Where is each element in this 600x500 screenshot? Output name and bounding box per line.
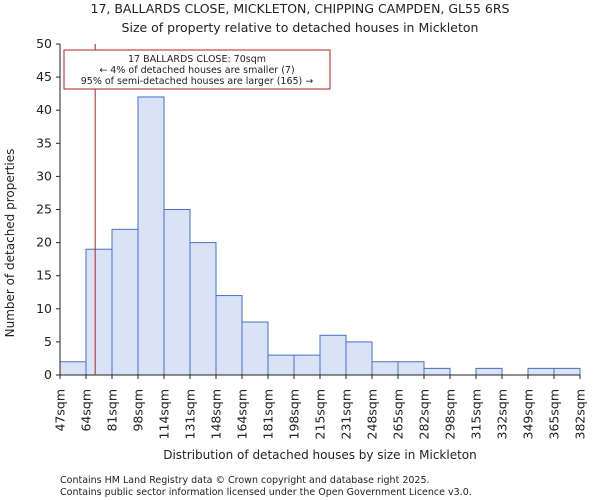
x-tick-label-332sqm: 332sqm: [495, 389, 510, 439]
x-tick-label-265sqm: 265sqm: [391, 389, 406, 439]
bar-215sqm: [319, 334, 347, 376]
y-axis-label: Number of detached properties: [3, 149, 17, 338]
bar-181sqm: [267, 354, 295, 376]
x-tick-label-298sqm: 298sqm: [443, 389, 458, 439]
bar-114sqm: [163, 209, 191, 376]
x-tick-label-349sqm: 349sqm: [521, 389, 536, 439]
annotation-line-3: 95% of semi-detached houses are larger (…: [81, 76, 314, 87]
chart-subtitle: Size of property relative to detached ho…: [122, 20, 479, 35]
x-tick-label-382sqm: 382sqm: [573, 389, 588, 439]
x-tick-label-164sqm: 164sqm: [235, 389, 250, 439]
bar-148sqm: [215, 295, 243, 376]
bar-198sqm: [293, 354, 321, 376]
plot-area: 0 5 10 15 20 25 30 35 40 45 50 47sqm 64sqm 81sqm 98sqm…: [36, 36, 587, 439]
y-tick-label-20: 20: [36, 235, 52, 250]
bar-349sqm: [527, 367, 555, 376]
chart-title: 17, BALLARDS CLOSE, MICKLETON, CHIPPING …: [91, 1, 510, 16]
annotation-line-2: ← 4% of detached houses are smaller (7): [99, 65, 294, 76]
x-tick-label-114sqm: 114sqm: [157, 389, 172, 439]
x-axis-label: Distribution of detached houses by size …: [163, 448, 477, 462]
annotation-line-1: 17 BALLARDS CLOSE: 70sqm: [128, 54, 266, 65]
x-tick-label-215sqm: 215sqm: [313, 389, 328, 439]
x-tick-label-98sqm: 98sqm: [131, 389, 146, 432]
x-tick-label-64sqm: 64sqm: [79, 389, 94, 432]
y-tick-label-15: 15: [36, 268, 52, 283]
bar-231sqm: [345, 341, 373, 376]
y-tick-label-0: 0: [44, 367, 52, 382]
bar-131sqm: [189, 242, 217, 376]
bar-81sqm: [111, 228, 139, 376]
y-tick-label-25: 25: [36, 202, 52, 217]
x-tick-label-198sqm: 198sqm: [287, 389, 302, 439]
bar-47sqm: [59, 361, 87, 376]
y-tick-label-35: 35: [36, 135, 52, 150]
x-tick-label-282sqm: 282sqm: [417, 389, 432, 439]
y-tick-label-5: 5: [44, 334, 52, 349]
annotation-box: [63, 49, 331, 90]
x-tick-label-365sqm: 365sqm: [547, 389, 562, 439]
bar-248sqm: [371, 361, 399, 376]
y-tick-label-45: 45: [36, 69, 52, 84]
bar-265sqm: [397, 361, 425, 376]
x-tick-label-131sqm: 131sqm: [183, 389, 198, 439]
y-tick-label-50: 50: [36, 36, 52, 51]
bar-282sqm: [423, 367, 451, 376]
x-tick-label-47sqm: 47sqm: [53, 389, 68, 432]
bar-98sqm: [137, 96, 165, 376]
x-tick-label-181sqm: 181sqm: [261, 389, 276, 439]
bar-64sqm: [85, 248, 113, 376]
y-tick-label-10: 10: [36, 301, 52, 316]
footer-line-2: Contains public sector information licen…: [60, 487, 472, 498]
bar-164sqm: [241, 321, 269, 376]
footer-line-1: Contains HM Land Registry data © Crown c…: [60, 475, 430, 486]
x-tick-label-81sqm: 81sqm: [105, 389, 120, 432]
x-tick-label-231sqm: 231sqm: [339, 389, 354, 439]
y-tick-label-30: 30: [36, 168, 52, 183]
bar-365sqm: [553, 367, 581, 376]
x-tick-label-248sqm: 248sqm: [365, 389, 380, 439]
bar-315sqm: [475, 367, 503, 376]
x-tick-label-148sqm: 148sqm: [209, 389, 224, 439]
y-tick-label-40: 40: [36, 102, 52, 117]
x-tick-label-315sqm: 315sqm: [469, 389, 484, 439]
